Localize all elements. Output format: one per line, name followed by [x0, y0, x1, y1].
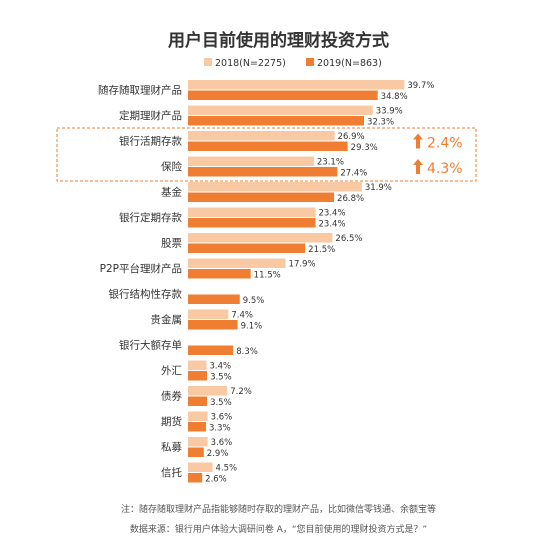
up-arrow-icon	[413, 133, 423, 149]
bar-2019	[188, 422, 206, 432]
bar-2019	[188, 141, 348, 151]
change-label: 2.4%	[427, 136, 463, 152]
data-label-2018: 33.9%	[376, 107, 403, 117]
bar-2019	[188, 90, 378, 100]
data-label-2018: 23.1%	[317, 158, 344, 168]
category-label: 期货	[161, 415, 182, 428]
category-label: 信托	[161, 466, 182, 479]
legend-swatch-2018	[204, 58, 212, 66]
data-label-2018: 39.7%	[407, 81, 434, 91]
bar-2018	[188, 207, 316, 217]
data-label-2018: 17.9%	[289, 260, 316, 270]
bar-2019	[188, 396, 208, 406]
bar-2018	[188, 105, 373, 115]
category-label: 外汇	[161, 364, 182, 377]
bar-2018	[188, 80, 405, 90]
data-label-2019: 3.5%	[210, 398, 232, 408]
bar-2019	[188, 243, 306, 253]
legend-swatch-2019	[306, 58, 314, 66]
bar-2018	[188, 360, 207, 370]
data-label-2019: 9.1%	[241, 322, 263, 332]
data-label-2018: 26.9%	[338, 132, 365, 142]
category-label: 银行大额存单	[119, 339, 182, 352]
data-label-2018: 4.5%	[216, 464, 238, 474]
bar-2018	[188, 131, 335, 141]
bar-2019	[188, 116, 365, 126]
category-label: 银行结构性存款	[109, 288, 183, 301]
category-label: 贵金属	[151, 313, 183, 326]
data-label-2018: 7.2%	[230, 387, 252, 397]
bar-2019	[188, 473, 203, 483]
bar-2018	[188, 386, 228, 396]
category-label: 私募	[161, 441, 182, 454]
data-label-2018: 7.4%	[231, 311, 253, 321]
data-label-2019: 8.3%	[236, 347, 258, 357]
data-label-2018: 3.6%	[211, 438, 233, 448]
data-label-2019: 3.5%	[210, 373, 232, 383]
bar-2018	[188, 411, 208, 421]
bar-2018	[188, 182, 362, 192]
category-label: P2P平台理财产品	[100, 262, 182, 275]
data-label-2019: 32.3%	[367, 118, 394, 128]
bar-2019	[188, 269, 251, 279]
bar-2018	[188, 309, 229, 319]
data-label-2019: 23.4%	[319, 220, 346, 230]
category-label: 股票	[161, 238, 182, 250]
bar-2019	[188, 345, 234, 355]
data-label-2019: 26.8%	[337, 194, 364, 204]
data-label-2018: 3.4%	[210, 362, 232, 372]
bar-2018	[188, 233, 333, 243]
data-source: 数据来源：银行用户体验大调研问卷 A，“您目前使用的理财投资方式是？”	[129, 525, 428, 535]
data-label-2019: 9.5%	[243, 296, 265, 306]
chart-title: 用户目前使用的理财投资方式	[168, 31, 389, 51]
bar-2019	[188, 294, 240, 304]
bar-2019	[188, 447, 204, 457]
category-label: 债券	[161, 390, 182, 403]
category-label: 定期理财产品	[119, 109, 182, 122]
bar-2018	[188, 437, 208, 447]
data-label-2019: 11.5%	[254, 271, 281, 281]
data-label-2018: 31.9%	[365, 183, 392, 193]
bar-2019	[188, 371, 208, 381]
category-label: 银行定期存款	[119, 211, 182, 224]
bar-2018	[188, 156, 314, 166]
data-label-2019: 2.9%	[207, 449, 229, 459]
category-label: 保险	[161, 160, 182, 173]
footnote: 注：随存随取理财产品指能够随时存取的理财产品，比如微信零钱通、余额宝等	[120, 505, 436, 515]
data-label-2019: 27.4%	[340, 169, 367, 179]
data-label-2018: 26.5%	[335, 234, 362, 244]
data-label-2018: 23.4%	[319, 209, 346, 219]
legend-label-2019: 2019(N=863)	[317, 58, 382, 69]
bar-2019	[188, 218, 316, 228]
data-label-2019: 34.8%	[381, 92, 408, 102]
data-label-2019: 29.3%	[351, 143, 378, 153]
bar-chart: 2018(N=2275) 2019(N=863) 随存随取理财产品 39.7%34.8…	[56, 58, 477, 485]
bar-2018	[188, 462, 213, 472]
data-label-2019: 2.6%	[205, 475, 227, 485]
up-arrow-icon	[413, 159, 423, 174]
bar-2019	[188, 192, 335, 202]
legend-label-2018: 2018(N=2275)	[215, 58, 286, 69]
change-label: 4.3%	[427, 161, 463, 177]
bar-2019	[188, 167, 338, 177]
bar-2018	[188, 258, 286, 268]
data-label-2019: 3.3%	[209, 424, 231, 434]
category-label: 随存随取理财产品	[98, 84, 182, 97]
data-label-2018: 3.6%	[211, 413, 233, 423]
highlight-box	[56, 127, 477, 182]
category-label: 银行活期存款	[119, 135, 182, 148]
category-label: 基金	[161, 186, 182, 199]
bar-2019	[188, 320, 238, 330]
data-label-2019: 21.5%	[308, 245, 335, 255]
